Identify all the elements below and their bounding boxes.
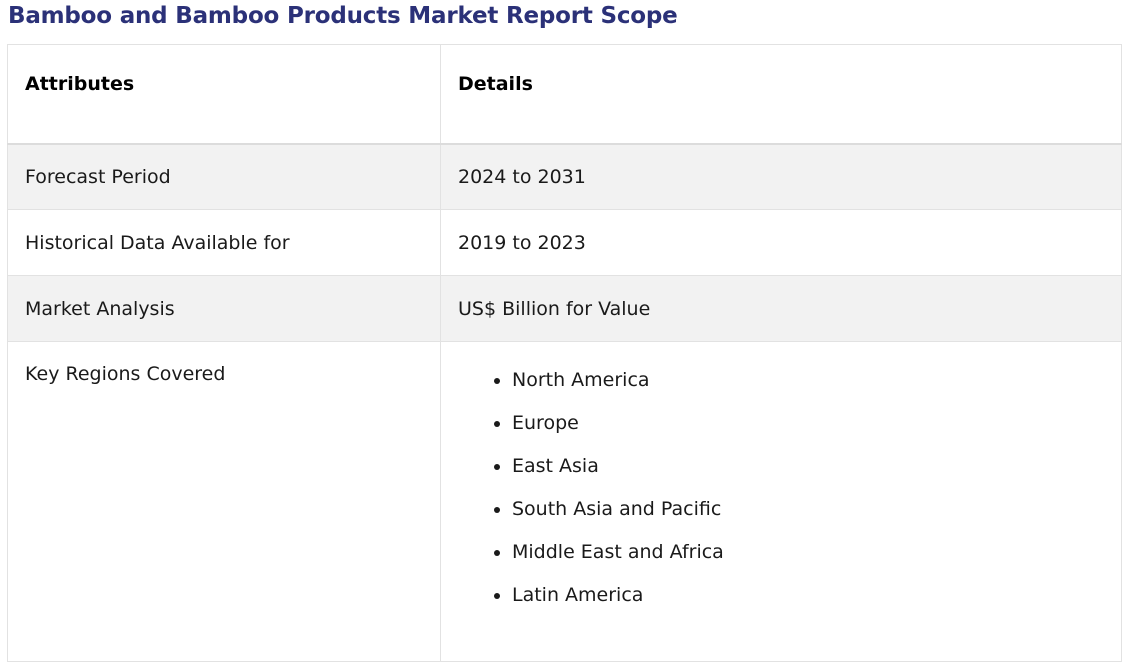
column-header-attributes: Attributes (7, 44, 441, 145)
list-item: East Asia (512, 454, 1104, 478)
list-item: Europe (512, 411, 1104, 435)
report-scope-table: Attributes Details Forecast Period 2024 … (7, 44, 1122, 662)
regions-list: North America Europe East Asia South Asi… (458, 368, 1104, 607)
detail-cell: US$ Billion for Value (440, 275, 1122, 342)
list-item: North America (512, 368, 1104, 392)
table-row-forecast-period: Forecast Period 2024 to 2031 (7, 143, 1122, 210)
table-row-market-analysis: Market Analysis US$ Billion for Value (7, 275, 1122, 342)
attribute-cell: Market Analysis (7, 275, 441, 342)
page-title: Bamboo and Bamboo Products Market Report… (8, 3, 678, 29)
detail-cell: 2019 to 2023 (440, 209, 1122, 276)
list-item: Latin America (512, 583, 1104, 607)
attribute-cell: Forecast Period (7, 143, 441, 210)
detail-cell: North America Europe East Asia South Asi… (440, 341, 1122, 662)
list-item: South Asia and Pacific (512, 497, 1104, 521)
table-row-key-regions: Key Regions Covered North America Europe… (7, 341, 1122, 662)
attribute-cell: Historical Data Available for (7, 209, 441, 276)
detail-cell: 2024 to 2031 (440, 143, 1122, 210)
table-row-historical-data: Historical Data Available for 2019 to 20… (7, 209, 1122, 276)
table-header-row: Attributes Details (7, 44, 1122, 145)
list-item: Middle East and Africa (512, 540, 1104, 564)
attribute-cell: Key Regions Covered (7, 341, 441, 662)
column-header-details: Details (440, 44, 1122, 145)
